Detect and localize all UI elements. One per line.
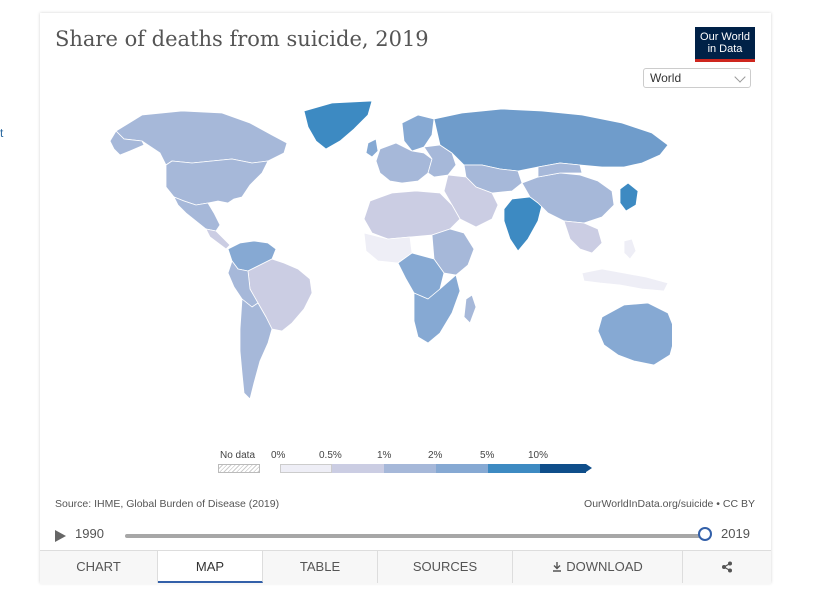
tab-sources[interactable]: SOURCES	[378, 551, 513, 583]
map-philippines	[623, 238, 637, 260]
legend-arrow	[586, 464, 592, 472]
map-mongolia	[537, 162, 583, 178]
map-india	[503, 196, 543, 252]
legend-bin-3[interactable]	[436, 464, 488, 473]
legend-no-data-swatch	[218, 464, 260, 473]
region-select[interactable]: World	[643, 68, 751, 88]
map-western-europe	[375, 142, 433, 184]
map-usa	[165, 158, 269, 206]
map-southern-africa	[413, 274, 461, 344]
page-stub-text: t	[0, 126, 4, 140]
map-japan-korea	[619, 182, 639, 212]
timeline-track[interactable]	[125, 534, 705, 538]
map-greenland	[303, 100, 373, 150]
tab-chart[interactable]: CHART	[40, 551, 158, 583]
legend-bin-0[interactable]	[280, 464, 332, 473]
map-argentina-chile	[239, 298, 273, 400]
region-select-value: World	[650, 71, 682, 85]
map-scandinavia	[401, 114, 435, 152]
legend-label-2: 1%	[377, 450, 392, 461]
owid-logo[interactable]: Our World in Data	[695, 27, 755, 62]
share-icon	[722, 561, 732, 573]
chevron-down-icon	[734, 71, 746, 83]
legend-label-5: 10%	[528, 450, 549, 461]
legend-label-4: 5%	[480, 450, 495, 461]
credit-link[interactable]: OurWorldInData.org/suicide • CC BY	[584, 498, 755, 510]
legend-bin-1[interactable]	[332, 464, 384, 473]
chart-card: Share of deaths from suicide, 2019 Our W…	[40, 13, 771, 584]
legend-label-0: 0%	[271, 450, 286, 461]
world-map[interactable]	[72, 93, 672, 418]
timeline-start-year[interactable]: 1990	[75, 526, 104, 541]
map-legend: No data 0% 0.5% 1% 2% 5% 10%	[218, 449, 598, 481]
map-alaska	[109, 130, 145, 156]
map-indonesia	[581, 268, 669, 292]
tab-download-label: DOWNLOAD	[566, 559, 643, 574]
chart-title: Share of deaths from suicide, 2019	[55, 27, 429, 51]
legend-bin-2[interactable]	[384, 464, 436, 473]
legend-label-3: 2%	[428, 450, 443, 461]
tab-map[interactable]: MAP	[158, 551, 263, 583]
tab-download[interactable]: DOWNLOAD	[513, 551, 683, 583]
tab-bar: CHART MAP TABLE SOURCES DOWNLOAD	[40, 550, 771, 584]
legend-bin-5[interactable]	[540, 464, 586, 473]
map-canada	[115, 110, 288, 166]
tab-table[interactable]: TABLE	[263, 551, 378, 583]
timeline-handle[interactable]	[698, 527, 712, 541]
map-southeast-asia	[563, 220, 603, 254]
timeline-end-year[interactable]: 2019	[721, 526, 750, 541]
logo-line-2: in Data	[707, 43, 743, 55]
share-button[interactable]	[683, 551, 771, 583]
legend-label-1: 0.5%	[319, 450, 342, 461]
source-note[interactable]: Source: IHME, Global Burden of Disease (…	[55, 498, 280, 510]
map-australia	[597, 302, 672, 366]
map-madagascar	[463, 294, 477, 324]
map-russia	[433, 108, 669, 172]
download-icon	[553, 562, 562, 572]
logo-line-1: Our World	[700, 31, 750, 43]
map-central-america	[205, 228, 231, 250]
play-icon[interactable]	[55, 530, 66, 542]
map-uk	[365, 138, 379, 158]
legend-no-data-label: No data	[220, 450, 256, 461]
legend-bin-4[interactable]	[488, 464, 540, 473]
timeline: 1990 2019	[55, 526, 755, 546]
map-mexico	[173, 196, 221, 232]
